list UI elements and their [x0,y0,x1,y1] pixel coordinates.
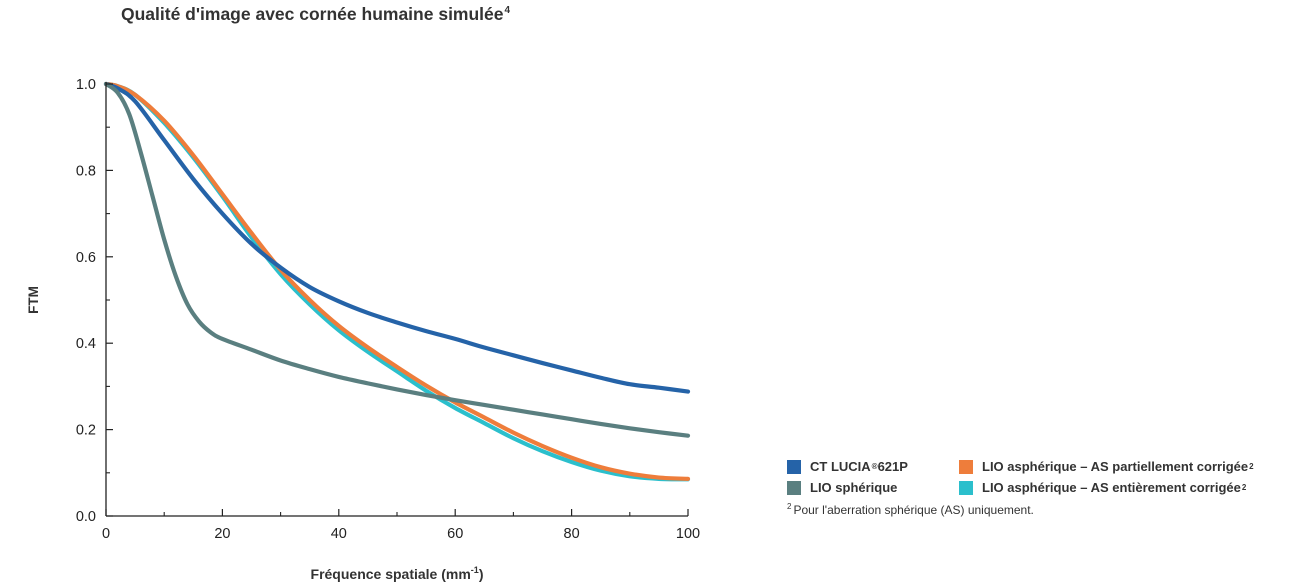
series-line-asph-entier [103,81,691,482]
series-line-asph-partiel [103,81,691,481]
chart-title-text: Qualité d'image avec cornée humaine simu… [121,4,504,24]
chart-title: Qualité d'image avec cornée humaine simu… [121,4,510,25]
y-tick-label: 0.6 [76,250,96,266]
y-tick-label: 0.2 [76,423,96,439]
legend-item-ct-lucia: CT LUCIA ® 621P [787,459,959,474]
x-tick-label: 80 [564,526,580,542]
x-axis-label: Fréquence spatiale (mm-1) [311,565,484,582]
legend-swatch-asph-entier [959,480,973,495]
legend-row-2: LIO sphérique LIO asphérique – AS entièr… [787,477,1254,498]
footnote-text: Pour l'aberration sphérique (AS) uniquem… [793,503,1034,517]
x-tick-label: 60 [447,526,463,542]
legend-row-1: CT LUCIA ® 621P LIO asphérique – AS parti… [787,456,1254,477]
legend-swatch-asph-partiel [959,459,973,474]
legend-footnote-ref: 2 [1241,483,1247,492]
footnote: 2 Pour l'aberration sphérique (AS) unique… [787,502,1254,517]
x-axis-label-end: ) [479,566,484,582]
footnote-number: 2 [787,502,792,511]
legend-item-spherique: LIO sphérique [787,480,959,495]
x-tick-label: 100 [676,526,700,542]
x-axis-label-main: Fréquence spatiale (mm [311,566,471,582]
legend-item-asph-partiel: LIO asphérique – AS partiellement corrig… [959,459,1254,474]
legend-item-asph-entier: LIO asphérique – AS entièrement corrigée… [959,480,1246,495]
legend-label-spherique: LIO sphérique [810,480,898,495]
series-line-spherique [103,81,691,438]
y-tick-label: 1.0 [76,77,96,93]
chart-title-footnote-ref: 4 [504,5,511,16]
legend-label-ct-lucia: CT LUCIA [810,459,871,474]
legend-registered-mark: ® [871,462,878,471]
y-tick-label: 0.4 [76,336,96,352]
x-tick-label: 20 [214,526,230,542]
legend-footnote-ref: 2 [1249,462,1254,471]
y-tick-label: 0.0 [76,509,96,525]
x-tick-label: 0 [102,526,110,542]
legend-swatch-ct-lucia [787,459,801,474]
tick-layer: 0 20 40 60 80 100 0.0 0.2 0.4 0.6 0.8 1.0 [76,77,700,542]
series-layer [103,81,691,482]
legend-label-asph-partiel: LIO asphérique – AS partiellement corrig… [982,459,1249,474]
y-axis-label: FTM [26,286,41,314]
x-axis-label-sup: -1 [471,565,479,575]
chart-legend: CT LUCIA ® 621P LIO asphérique – AS parti… [787,456,1254,517]
y-tick-label: 0.8 [76,163,96,179]
legend-label-ct-lucia-model: 621P [877,459,908,474]
x-tick-label: 40 [331,526,347,542]
legend-label-asph-entier: LIO asphérique – AS entièrement corrigée [982,480,1241,495]
legend-swatch-spherique [787,480,801,495]
series-line-ct-lucia [103,81,691,394]
